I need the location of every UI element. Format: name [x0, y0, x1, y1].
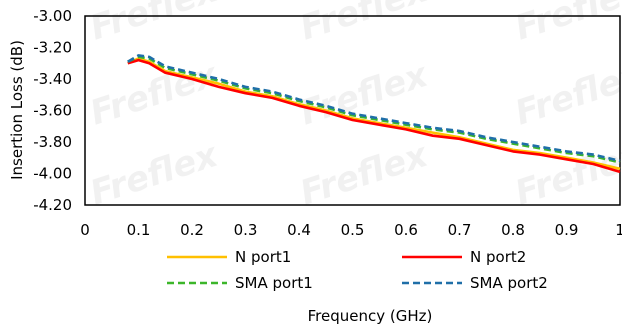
x-tick-labels: 0 0.1 0.2 0.3 0.4 0.5 0.6 0.7 0.8 0.9 1	[80, 221, 622, 239]
series-lines	[127, 54, 621, 174]
legend-label: SMA port1	[235, 274, 313, 292]
x-tick-label: 0.7	[448, 221, 472, 239]
series-line-sma-port2	[127, 54, 621, 163]
legend: N port1 N port2 SMA port1 SMA port2	[167, 248, 548, 292]
x-tick-label: 0	[80, 221, 90, 239]
legend-label: N port1	[235, 248, 291, 266]
x-tick-label: 0.1	[127, 221, 151, 239]
y-tick-label: -3.60	[33, 102, 72, 120]
y-axis-title: Insertion Loss (dB)	[8, 40, 26, 180]
watermark-text: Freflex	[295, 0, 433, 49]
x-tick-label: 0.4	[287, 221, 311, 239]
y-tick-label: -3.40	[33, 70, 72, 88]
series-line-n-port2	[127, 58, 621, 174]
x-tick-label: 0.3	[234, 221, 258, 239]
watermarks: Freflex Freflex Freflex Freflex Freflex Frefl…	[85, 0, 622, 214]
y-tick-label: -4.20	[33, 196, 72, 214]
watermark-text: Freflex	[85, 0, 223, 49]
y-tick-label: -4.00	[33, 165, 72, 183]
watermark-text: Freflex	[295, 135, 433, 214]
x-tick-label: 1	[615, 221, 622, 239]
series-line-sma-port1	[127, 55, 621, 164]
y-tick-label: -3.00	[33, 7, 72, 25]
legend-label: SMA port2	[470, 274, 548, 292]
x-axis-title: Frequency (GHz)	[308, 307, 433, 325]
x-tick-label: 0.6	[394, 221, 418, 239]
plot-area-frame	[84, 15, 621, 206]
y-tick-labels: -3.00 -3.20 -3.40 -3.60 -3.80 -4.00 -4.20	[33, 7, 72, 214]
watermark-text: Freflex	[510, 0, 622, 49]
watermark-text: Freflex	[510, 55, 622, 134]
watermark-text: Freflex	[85, 135, 223, 214]
y-tick-label: -3.80	[33, 133, 72, 151]
series-line-n-port1	[127, 57, 621, 171]
x-tick-label: 0.9	[555, 221, 579, 239]
legend-label: N port2	[470, 248, 526, 266]
y-tick-label: -3.20	[33, 39, 72, 57]
x-tick-label: 0.2	[180, 221, 204, 239]
x-tick-label: 0.5	[341, 221, 365, 239]
x-tick-label: 0.8	[501, 221, 525, 239]
